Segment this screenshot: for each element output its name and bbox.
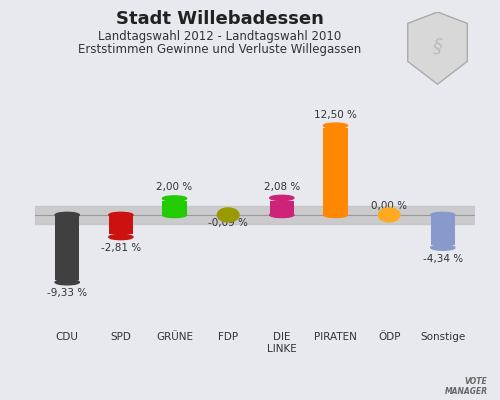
Text: 2,00 %: 2,00 % xyxy=(156,182,192,192)
Ellipse shape xyxy=(162,212,186,218)
Ellipse shape xyxy=(109,234,133,240)
Ellipse shape xyxy=(162,196,186,201)
Ellipse shape xyxy=(324,212,347,218)
Text: ÖDP: ÖDP xyxy=(378,332,400,342)
Text: PIRATEN: PIRATEN xyxy=(314,332,357,342)
Text: §: § xyxy=(432,37,442,56)
Ellipse shape xyxy=(270,212,294,218)
Text: Erststimmen Gewinne und Verluste Willegassen: Erststimmen Gewinne und Verluste Willega… xyxy=(78,43,362,56)
Text: 2,08 %: 2,08 % xyxy=(264,182,300,192)
Text: Landtagswahl 2012 - Landtagswahl 2010: Landtagswahl 2012 - Landtagswahl 2010 xyxy=(98,30,342,43)
Bar xyxy=(35,206,475,224)
Ellipse shape xyxy=(109,212,133,218)
Text: CDU: CDU xyxy=(56,332,78,342)
Ellipse shape xyxy=(378,208,400,222)
Bar xyxy=(162,201,186,215)
Polygon shape xyxy=(408,12,468,84)
Text: GRÜNE: GRÜNE xyxy=(156,332,193,342)
Text: Sonstige: Sonstige xyxy=(420,332,466,342)
Ellipse shape xyxy=(270,195,294,200)
Text: 12,50 %: 12,50 % xyxy=(314,110,357,120)
Bar xyxy=(430,215,455,245)
Text: 0,00 %: 0,00 % xyxy=(371,202,407,212)
Text: -0,09 %: -0,09 % xyxy=(208,218,248,228)
Text: FDP: FDP xyxy=(218,332,238,342)
Ellipse shape xyxy=(218,208,239,222)
Text: -9,33 %: -9,33 % xyxy=(47,288,88,298)
Text: -2,81 %: -2,81 % xyxy=(101,243,141,253)
Ellipse shape xyxy=(55,212,80,218)
Ellipse shape xyxy=(324,123,347,128)
Ellipse shape xyxy=(55,280,80,285)
Text: SPD: SPD xyxy=(110,332,132,342)
Bar xyxy=(324,128,347,215)
Bar xyxy=(270,200,294,215)
Text: Stadt Willebadessen: Stadt Willebadessen xyxy=(116,10,324,28)
Text: DIE
LINKE: DIE LINKE xyxy=(267,332,296,354)
Ellipse shape xyxy=(430,245,455,250)
Bar xyxy=(109,215,133,234)
Ellipse shape xyxy=(430,212,455,218)
Text: VOTE
MANAGER: VOTE MANAGER xyxy=(444,377,488,396)
Bar xyxy=(55,215,80,280)
Text: -4,34 %: -4,34 % xyxy=(422,254,463,264)
